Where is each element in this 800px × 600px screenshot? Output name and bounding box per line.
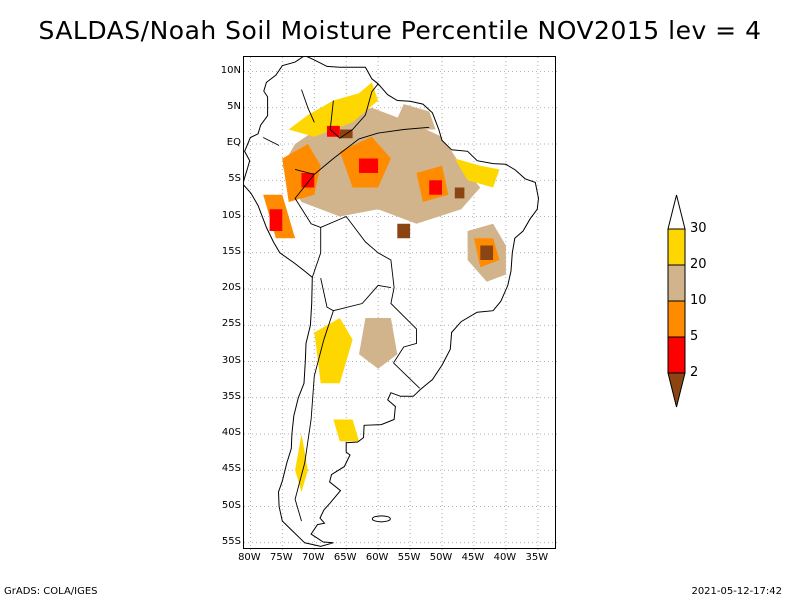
latitude-label: 20S <box>221 282 241 293</box>
percentile-patch <box>454 158 500 188</box>
colorbar-box <box>667 264 686 302</box>
percentile-patch <box>480 245 494 260</box>
colorbar-label: 10 <box>690 293 707 308</box>
percentile-patch <box>359 318 398 369</box>
percentile-patch <box>314 318 353 384</box>
percentile-patch <box>429 180 442 195</box>
percentile-patch <box>454 187 465 199</box>
country-border <box>393 328 417 364</box>
latitude-label: 25S <box>221 318 241 330</box>
map-title: SALDAS/Noah Soil Moisture Percentile NOV… <box>38 16 762 45</box>
latitude-label: 50S <box>221 499 241 511</box>
country-border <box>301 89 315 123</box>
colorbar-box <box>667 336 686 374</box>
latitude-label: 5N <box>227 100 241 112</box>
percentile-patch <box>397 223 411 239</box>
latitude-label: 10S <box>221 209 241 221</box>
percentile-patch <box>359 158 379 173</box>
colorbar <box>667 194 686 408</box>
latitude-label: 5S <box>228 173 241 185</box>
longitude-label: 55W <box>397 552 421 563</box>
map-panel <box>243 56 557 550</box>
colorbar-box <box>667 228 686 266</box>
percentile-patch <box>397 104 436 130</box>
country-border <box>294 174 321 228</box>
latitude-label: 35S <box>221 390 241 402</box>
country-border <box>393 362 421 389</box>
percentile-patch <box>301 173 315 188</box>
latitude-label: 30S <box>221 354 241 366</box>
falkland-islands <box>371 515 391 523</box>
latitude-label: 45S <box>221 463 241 475</box>
longitude-label: 35W <box>525 552 549 563</box>
longitude-label: 60W <box>365 552 389 563</box>
percentile-patch <box>327 125 340 137</box>
longitude-label: 50W <box>429 552 453 563</box>
percentile-patch <box>269 209 283 231</box>
latitude-label: 10N <box>220 64 241 76</box>
country-border <box>262 137 280 146</box>
longitude-label: 45W <box>461 552 485 563</box>
percentile-patch <box>333 419 359 442</box>
country-border <box>333 284 391 312</box>
longitude-label: 75W <box>270 552 293 563</box>
colorbar-label: 20 <box>690 257 707 272</box>
latitude-label: 55S <box>221 535 241 547</box>
country-border <box>311 227 322 278</box>
colorbar-bottom-arrow <box>667 372 686 408</box>
longitude-label: 70W <box>301 552 325 563</box>
footer-credit: GrADS: COLA/IGES <box>4 586 98 597</box>
colorbar-top-arrow <box>667 194 686 230</box>
colorbar-box <box>667 300 686 338</box>
longitude-label: 65W <box>333 552 357 563</box>
latitude-label: EQ <box>226 137 241 148</box>
longitude-label: 80W <box>238 552 261 563</box>
longitude-label: 40W <box>493 552 517 563</box>
colorbar-label: 2 <box>690 365 699 380</box>
latitude-label: 15S <box>221 245 241 257</box>
percentile-shading <box>263 82 506 492</box>
soil-moisture-map <box>244 57 557 550</box>
percentile-patch <box>295 434 308 492</box>
country-border <box>294 278 334 522</box>
country-border <box>329 83 379 139</box>
coastline <box>244 57 540 547</box>
latitude-label: 40S <box>221 427 241 438</box>
footer-timestamp: 2021-05-12-17:42 <box>691 586 782 597</box>
percentile-patch <box>288 82 379 137</box>
colorbar-label: 5 <box>690 329 699 344</box>
colorbar-label: 30 <box>690 221 707 236</box>
country-border <box>320 215 417 330</box>
